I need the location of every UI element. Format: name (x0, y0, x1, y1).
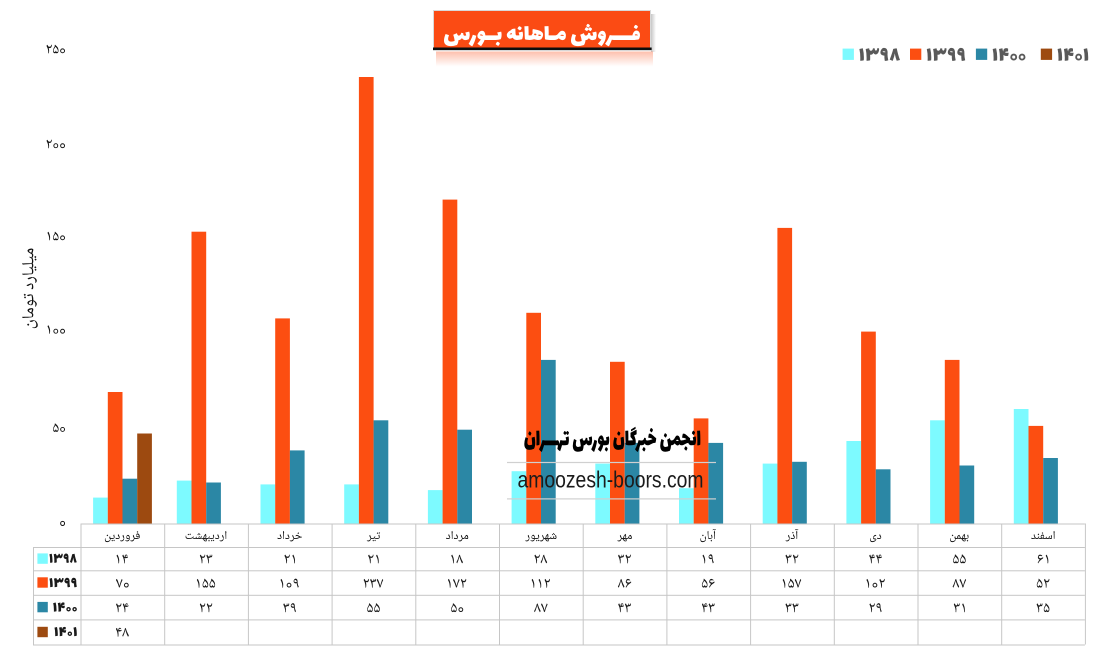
svg-text:amoozesh-boors.com: amoozesh-boors.com (518, 467, 704, 493)
